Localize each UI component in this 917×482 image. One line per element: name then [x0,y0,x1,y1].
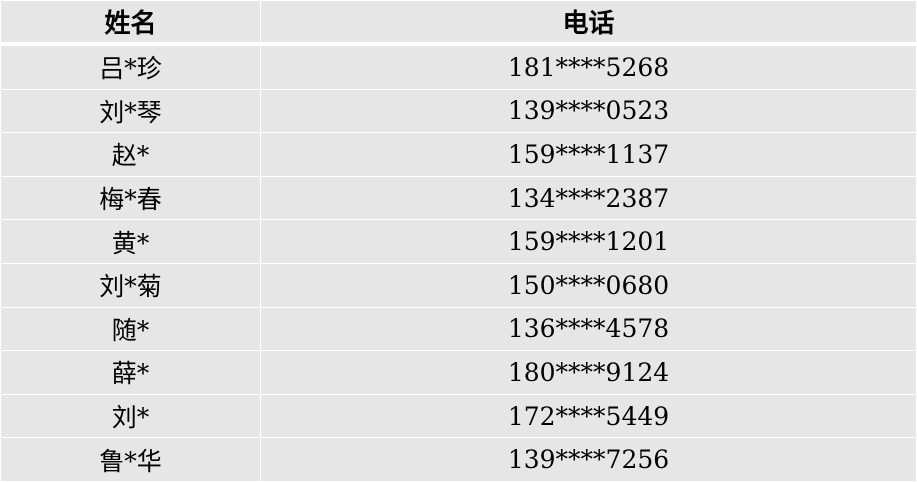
name-cell: 鲁*华 [0,437,261,482]
table-row: 黄* 159****1201 [0,219,917,264]
phone-cell: 159****1137 [260,132,917,177]
name-cell: 赵* [0,132,261,177]
table-row: 随* 136****4578 [0,306,917,352]
name-cell: 梅*春 [0,175,261,221]
name-cell: 吕*珍 [0,43,261,90]
name-cell: 刘*菊 [0,262,261,308]
table-row: 刘*琴 139****0523 [0,88,917,134]
name-cell: 刘* [0,393,261,439]
phone-cell: 172****5449 [260,393,917,439]
name-cell: 刘*琴 [0,88,261,134]
phone-cell: 181****5268 [260,43,917,90]
phone-cell: 159****1201 [260,219,917,264]
phone-cell: 134****2387 [260,175,917,221]
header-phone: 电话 [260,0,917,46]
name-cell: 黄* [0,219,261,264]
table-row: 吕*珍 181****5268 [0,43,917,90]
table-row: 鲁*华 139****7256 [0,437,917,482]
phone-cell: 136****4578 [260,306,917,352]
name-cell: 薛* [0,350,261,395]
table-row: 刘* 172****5449 [0,393,917,439]
table-row: 梅*春 134****2387 [0,175,917,221]
table-row: 薛* 180****9124 [0,350,917,395]
header-row: 姓名 电话 [0,0,917,46]
table-row: 赵* 159****1137 [0,132,917,177]
phone-cell: 180****9124 [260,350,917,395]
phone-cell: 139****7256 [260,437,917,482]
name-cell: 随* [0,306,261,352]
table-row: 刘*菊 150****0680 [0,262,917,308]
phone-cell: 139****0523 [260,88,917,134]
header-name: 姓名 [0,0,261,46]
phone-cell: 150****0680 [260,262,917,308]
